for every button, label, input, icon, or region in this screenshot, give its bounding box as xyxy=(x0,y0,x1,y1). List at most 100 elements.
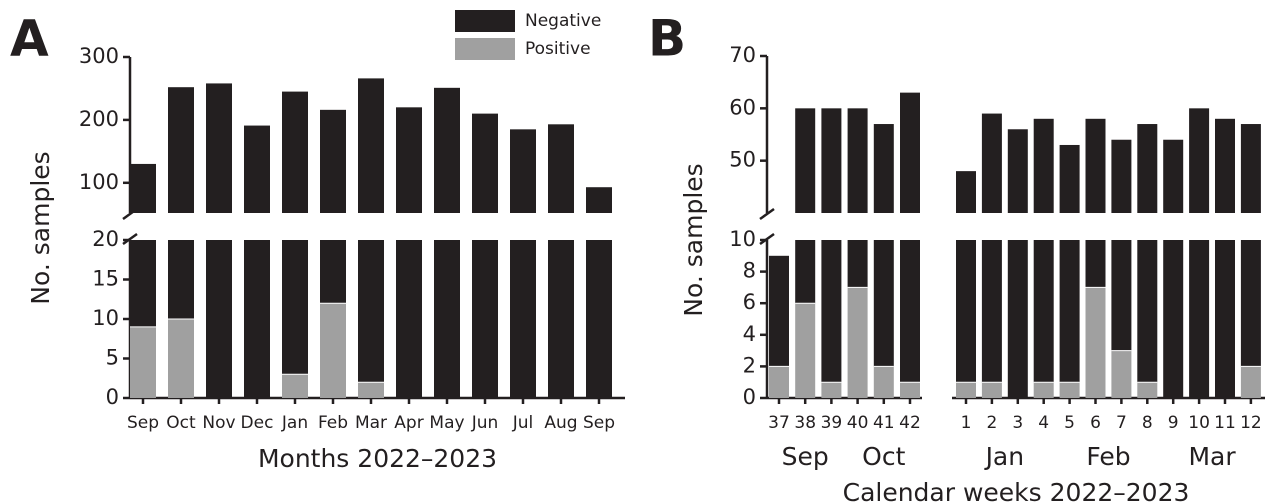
bar-segment xyxy=(1189,108,1210,213)
y-axis-title: No. samples xyxy=(26,151,55,304)
bar-segment xyxy=(320,109,346,213)
x-tick-label: 10 xyxy=(1188,413,1210,433)
x-tick-label: Jan xyxy=(281,413,308,433)
bar-segment xyxy=(847,287,868,398)
bar-segment xyxy=(244,125,270,213)
x-tick-label: 3 xyxy=(1012,413,1023,433)
bar-segment xyxy=(795,303,816,398)
bar-segment xyxy=(472,240,498,398)
bar-segment xyxy=(873,366,894,398)
bar-segment xyxy=(1215,118,1235,213)
bar-segment xyxy=(1033,118,1054,213)
bar-segment xyxy=(1111,240,1132,351)
bar-segment xyxy=(1059,382,1080,398)
y-tick-label: 6 xyxy=(743,290,756,314)
y-tick-label: 70 xyxy=(729,43,756,67)
axis-break xyxy=(759,207,775,221)
bar-segment xyxy=(358,382,384,398)
bar-segment xyxy=(1059,144,1080,213)
bar-segment xyxy=(769,255,789,367)
bar-segment xyxy=(434,87,460,213)
y-tick-label: 2 xyxy=(743,353,756,377)
bar-segment xyxy=(282,91,308,213)
x-tick-label: 8 xyxy=(1142,413,1153,433)
bar-segment xyxy=(130,326,156,398)
bar-segment xyxy=(548,124,574,213)
x-tick-label: Jul xyxy=(512,413,534,433)
bar-segment xyxy=(821,382,842,398)
x-tick-label: Apr xyxy=(394,413,423,433)
legend-label: Negative xyxy=(525,11,601,31)
bar-segment xyxy=(795,108,816,213)
y-tick-label: 300 xyxy=(79,44,119,68)
x-tick-label: 6 xyxy=(1090,413,1101,433)
y-tick-label: 60 xyxy=(729,95,756,119)
bar-segment xyxy=(821,240,842,383)
bar-segment xyxy=(282,374,308,398)
bar-segment xyxy=(282,240,308,375)
bar-segment xyxy=(1085,240,1106,288)
bar-segment xyxy=(396,107,422,213)
x-tick-label: Feb xyxy=(318,413,348,433)
bar-segment xyxy=(956,171,976,213)
x-tick-label: 40 xyxy=(847,413,869,433)
x-tick-label: 2 xyxy=(986,413,997,433)
x-tick-label: 7 xyxy=(1116,413,1127,433)
x-tick-label: Aug xyxy=(544,413,577,433)
y-tick-label: 15 xyxy=(92,267,119,291)
bar-segment xyxy=(320,240,346,304)
bar-segment xyxy=(1215,240,1235,398)
panel-label: A xyxy=(10,10,49,68)
bar-segment xyxy=(847,240,868,288)
bar-segment xyxy=(168,240,194,319)
x-tick-label: 38 xyxy=(794,413,816,433)
x-tick-label: 1 xyxy=(961,413,972,433)
legend-swatch xyxy=(455,10,515,32)
bar-segment xyxy=(434,240,460,398)
y-tick-label: 0 xyxy=(743,385,756,409)
bar-segment xyxy=(900,240,920,383)
bar-segment xyxy=(900,382,920,398)
bar-segment xyxy=(548,240,574,398)
x-tick-label: 9 xyxy=(1168,413,1179,433)
x-tick-label: Mar xyxy=(355,413,387,433)
bar-segment xyxy=(1085,118,1106,213)
bar-segment xyxy=(1137,382,1158,398)
y-tick-label: 200 xyxy=(79,107,119,131)
bar-segment xyxy=(1137,240,1158,383)
legend-swatch xyxy=(455,38,515,60)
y-tick-label: 10 xyxy=(729,227,756,251)
bar-segment xyxy=(1137,124,1158,213)
bar-segment xyxy=(821,108,842,213)
x-tick-label: 5 xyxy=(1064,413,1075,433)
bar-segment xyxy=(472,113,498,213)
bar-segment xyxy=(206,240,232,398)
bar-segment xyxy=(1085,287,1106,398)
y-tick-label: 50 xyxy=(729,148,756,172)
bar-segment xyxy=(873,124,894,213)
y-tick-label: 10 xyxy=(92,306,119,330)
bar-segment xyxy=(1163,240,1184,398)
month-label: Feb xyxy=(1086,442,1130,471)
bar-segment xyxy=(847,108,868,213)
bar-segment xyxy=(130,240,156,327)
x-tick-label: 41 xyxy=(873,413,895,433)
x-tick-label: 42 xyxy=(899,413,921,433)
bar-segment xyxy=(586,187,612,213)
bar-segment xyxy=(769,366,789,398)
x-tick-label: Nov xyxy=(202,413,235,433)
bar-segment xyxy=(358,78,384,213)
x-axis-title: Months 2022–2023 xyxy=(258,444,497,473)
bar-segment xyxy=(1033,382,1054,398)
y-tick-label: 0 xyxy=(106,385,119,409)
bar-segment xyxy=(1007,240,1028,398)
month-label: Jan xyxy=(984,442,1025,471)
x-tick-label: May xyxy=(429,413,464,433)
bar-segment xyxy=(586,240,612,398)
bar-segment xyxy=(1189,240,1210,398)
bar-segment xyxy=(900,92,920,213)
x-axis-title: Calendar weeks 2022–2023 xyxy=(843,478,1190,504)
bar-segment xyxy=(1059,240,1080,383)
bar-segment xyxy=(1240,124,1261,213)
month-label: Sep xyxy=(782,442,829,471)
